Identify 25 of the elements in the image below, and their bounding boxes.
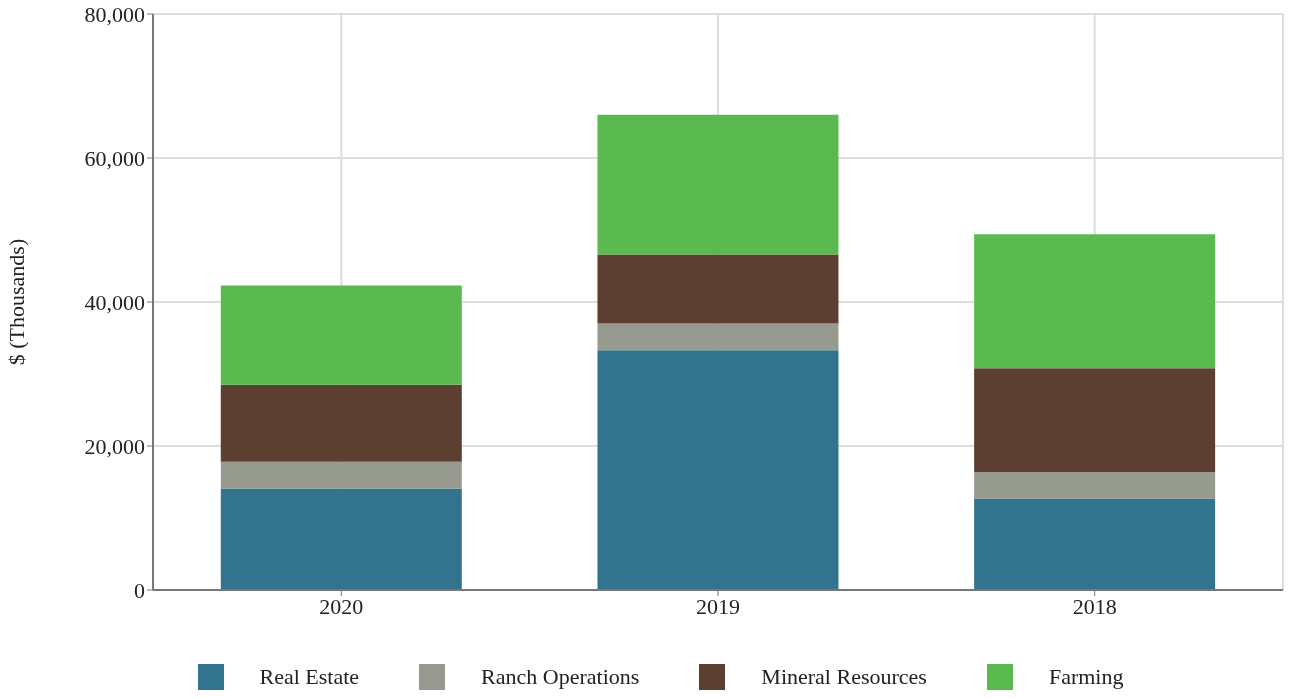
x-tick-label: 2018 xyxy=(1072,593,1117,619)
bar xyxy=(974,234,1216,369)
bar xyxy=(597,323,839,351)
bar xyxy=(974,471,1216,499)
bar xyxy=(597,254,839,324)
bar xyxy=(974,368,1216,472)
bar xyxy=(597,114,839,255)
y-tick-label: 80,000 xyxy=(84,1,145,27)
legend-label: Ranch Operations xyxy=(481,664,640,690)
y-tick-label: 0 xyxy=(134,577,145,603)
legend-label: Real Estate xyxy=(259,664,360,690)
legend-label: Mineral Resources xyxy=(761,664,927,690)
bar xyxy=(220,488,462,590)
bar xyxy=(220,461,462,489)
bar xyxy=(974,498,1216,590)
bar xyxy=(597,350,839,590)
bar xyxy=(220,285,462,385)
y-tick-label: 40,000 xyxy=(84,289,145,315)
bar xyxy=(220,384,462,462)
y-axis-title: $ (Thousands) xyxy=(3,238,29,366)
x-tick-label: 2020 xyxy=(319,593,364,619)
x-tick-label: 2019 xyxy=(696,593,740,619)
y-tick-label: 60,000 xyxy=(84,145,145,171)
y-tick-label: 20,000 xyxy=(84,433,145,459)
legend-label: Farming xyxy=(1048,664,1124,690)
